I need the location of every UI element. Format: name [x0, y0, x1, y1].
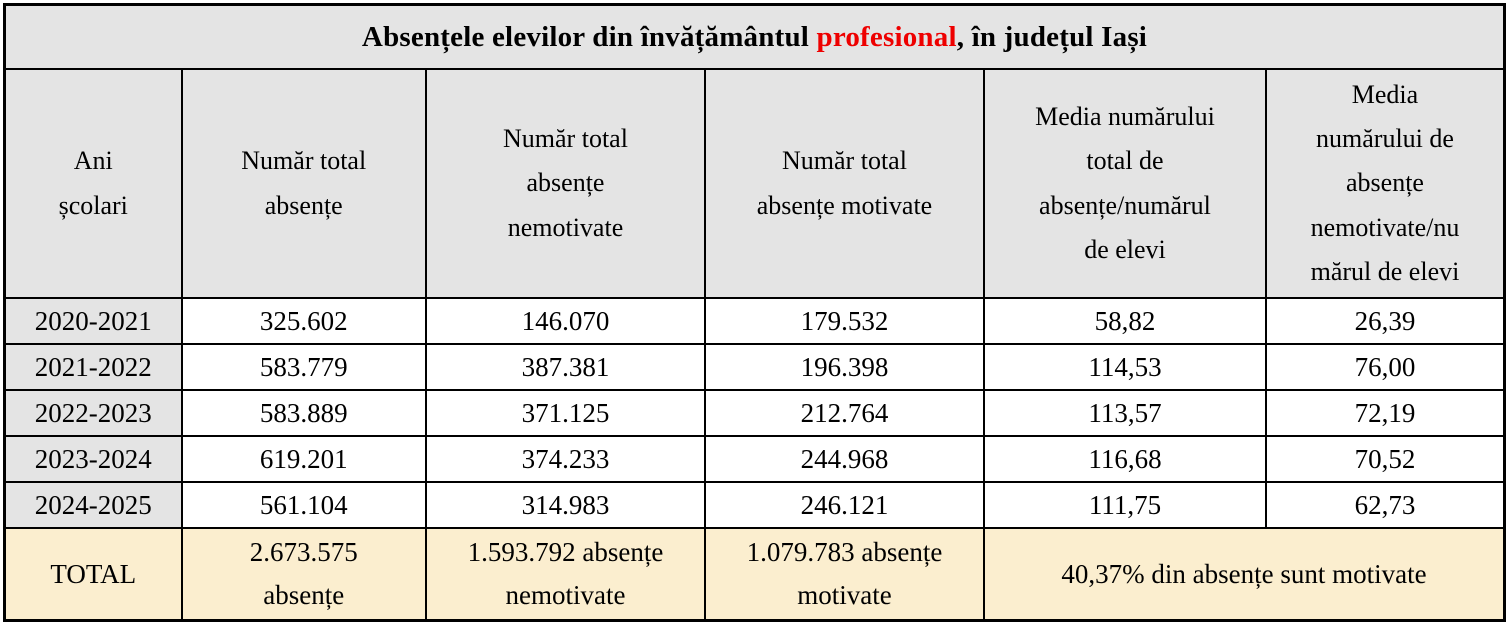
table-title-row: Absențele elevilor din învățământul prof… [3, 3, 1506, 70]
table-row-2022-2023: 2022-2023 583.889 371.125 212.764 113,57… [3, 389, 1506, 437]
unmotivated-cell: 146.070 [424, 297, 706, 345]
total-motivated-sum: 1.079.783 absențe motivate [703, 527, 985, 622]
table-row-2024-2025: 2024-2025 561.104 314.983 246.121 111,75… [3, 481, 1506, 529]
avg-total-cell: 58,82 [982, 297, 1267, 345]
header-unmotivated-absences: Număr total absențe nemotivate [424, 68, 706, 299]
title-prefix: Absențele elevilor din învățământul [361, 20, 817, 53]
table-title: Absențele elevilor din învățământul prof… [3, 3, 1506, 70]
motivated-cell: 246.121 [703, 481, 985, 529]
avg-total-cell: 113,57 [982, 389, 1267, 437]
total-absences-cell: 583.779 [180, 343, 427, 391]
avg-unmotivated-cell: 26,39 [1264, 297, 1506, 345]
total-absences-cell: 561.104 [180, 481, 427, 529]
avg-total-cell: 114,53 [982, 343, 1267, 391]
unmotivated-cell: 314.983 [424, 481, 706, 529]
unmotivated-cell: 374.233 [424, 435, 706, 483]
avg-total-cell: 111,75 [982, 481, 1267, 529]
total-absences-cell: 619.201 [180, 435, 427, 483]
unmotivated-cell: 371.125 [424, 389, 706, 437]
year-cell: 2024-2025 [3, 481, 183, 529]
avg-unmotivated-cell: 70,52 [1264, 435, 1506, 483]
motivated-cell: 244.968 [703, 435, 985, 483]
avg-total-cell: 116,68 [982, 435, 1267, 483]
header-total-absences: Număr total absențe [180, 68, 427, 299]
absences-table: Absențele elevilor din învățământul prof… [3, 3, 1506, 622]
title-highlight: profesional [816, 20, 957, 53]
motivated-cell: 212.764 [703, 389, 985, 437]
column-header-row: Ani școlari Număr total absențe Număr to… [3, 68, 1506, 299]
total-absences-cell: 583.889 [180, 389, 427, 437]
total-unmotivated-sum: 1.593.792 absențe nemotivate [424, 527, 706, 622]
motivated-cell: 196.398 [703, 343, 985, 391]
total-row: TOTAL 2.673.575 absențe 1.593.792 absenț… [3, 527, 1506, 622]
table-row-2021-2022: 2021-2022 583.779 387.381 196.398 114,53… [3, 343, 1506, 391]
total-label: TOTAL [3, 527, 183, 622]
header-avg-total: Media numărului total de absențe/numărul… [982, 68, 1267, 299]
year-cell: 2020-2021 [3, 297, 183, 345]
year-cell: 2021-2022 [3, 343, 183, 391]
table-row-2023-2024: 2023-2024 619.201 374.233 244.968 116,68… [3, 435, 1506, 483]
year-cell: 2023-2024 [3, 435, 183, 483]
total-absences-cell: 325.602 [180, 297, 427, 345]
unmotivated-cell: 387.381 [424, 343, 706, 391]
header-motivated-absences: Număr total absențe motivate [703, 68, 985, 299]
header-years: Ani școlari [3, 68, 183, 299]
header-avg-unmotivated: Media numărului de absențe nemotivate/nu… [1264, 68, 1506, 299]
year-cell: 2022-2023 [3, 389, 183, 437]
title-suffix: , în județul Iași [956, 20, 1148, 53]
table-row-2020-2021: 2020-2021 325.602 146.070 179.532 58,82 … [3, 297, 1506, 345]
avg-unmotivated-cell: 76,00 [1264, 343, 1506, 391]
total-absences-sum: 2.673.575 absențe [180, 527, 427, 622]
motivated-cell: 179.532 [703, 297, 985, 345]
avg-unmotivated-cell: 62,73 [1264, 481, 1506, 529]
avg-unmotivated-cell: 72,19 [1264, 389, 1506, 437]
total-summary: 40,37% din absențe sunt motivate [982, 527, 1506, 622]
